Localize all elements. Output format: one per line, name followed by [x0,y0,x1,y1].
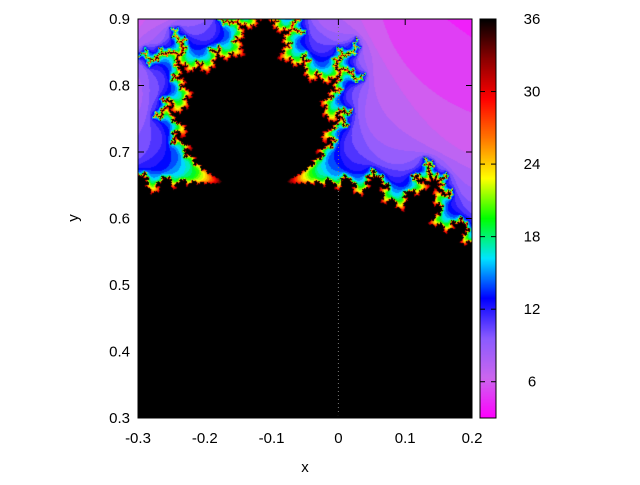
colorbar-tick-label: 12 [524,301,541,318]
y-tick-label: 0.9 [109,11,130,28]
colorbar-gradient [480,19,496,418]
colorbar-tick-label: 24 [524,156,541,173]
y-axis-label: y [65,214,82,222]
x-tick-label: 0.1 [395,430,416,447]
x-axis-label: x [301,459,309,476]
y-tick-label: 0.3 [109,410,130,427]
y-tick-label: 0.8 [109,78,130,95]
x-tick-label: -0.2 [192,430,218,447]
colorbar-tick-label: 6 [528,374,536,391]
plot-area [138,19,472,418]
y-tick-label: 0.6 [109,211,130,228]
colorbar [480,19,496,418]
x-tick-label: 0 [334,430,342,447]
colorbar-tick-label: 18 [524,229,541,246]
heatmap-raster [138,19,472,418]
colorbar-tick-label: 30 [524,84,541,101]
x-tick-label: -0.1 [259,430,285,447]
y-tick-label: 0.4 [109,344,130,361]
axes: -0.3 -0.2 -0.1 0 0.1 0.2 0.3 0.4 0.5 0.6 0.7 0.8 0.9… [109,11,540,447]
colorbar-tick-label: 36 [524,11,541,28]
x-tick-label: 0.2 [462,430,483,447]
y-tick-label: 0.7 [109,144,130,161]
y-tick-label: 0.5 [109,277,130,294]
colorbar-frame [479,18,497,419]
x-tick-label: -0.3 [125,430,151,447]
